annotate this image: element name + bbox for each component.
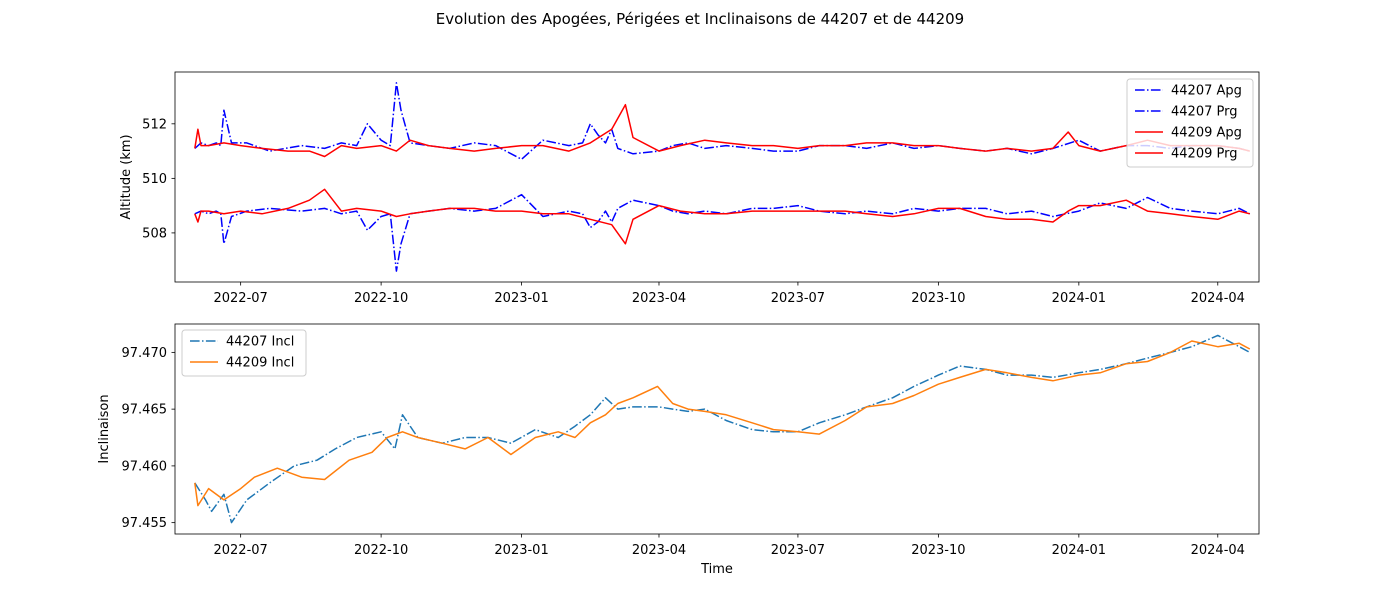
y-tick-label: 512 <box>142 117 167 132</box>
series-line-44209-incl <box>194 340 1251 507</box>
figure-title: Evolution des Apogées, Périgées et Incli… <box>436 10 964 28</box>
legend: 44207 Apg 44207 Prg 44209 Apg 44209 Prg <box>1126 78 1254 168</box>
y-axis-label: Inclinaison <box>97 394 112 463</box>
y-tick-label: 97.460 <box>122 459 168 474</box>
x-tick-label: 2023-01 <box>494 543 548 558</box>
y-axis-label: Altitude (km) <box>119 134 134 219</box>
x-tick-label: 2024-01 <box>1052 543 1106 558</box>
x-tick-label: 2023-07 <box>771 291 825 306</box>
series-line-44207-prg <box>194 193 1251 272</box>
legend: 44207 Incl 44209 Incl <box>181 329 307 377</box>
x-tick-label: 2024-04 <box>1191 543 1245 558</box>
x-tick-label: 2022-10 <box>354 543 408 558</box>
legend-label: 44209 Incl <box>226 356 294 371</box>
altitude-subplot: 2022-07 2022-10 2023-01 2023-04 2023-07 2023-… <box>119 71 1260 306</box>
series-line-44207-incl <box>194 334 1251 524</box>
legend-label: 44207 Incl <box>226 335 294 350</box>
legend-label: 44209 Apg <box>1171 126 1242 141</box>
x-tick-label: 2024-01 <box>1052 291 1106 306</box>
x-tick-label: 2024-04 <box>1191 291 1245 306</box>
y-tick-label: 508 <box>142 226 167 241</box>
legend-box <box>1126 78 1254 168</box>
y-tick-label: 97.470 <box>122 346 168 361</box>
x-tick-label: 2023-01 <box>494 291 548 306</box>
axes-frame <box>174 71 1260 283</box>
x-axis-label: Time <box>700 562 733 577</box>
inclination-subplot: 2022-07 2022-10 2023-01 2023-04 2023-07 2023-… <box>97 323 1260 577</box>
x-tick-label: 2022-10 <box>354 291 408 306</box>
legend-label: 44207 Prg <box>1171 105 1237 120</box>
legend-label: 44207 Apg <box>1171 84 1242 99</box>
x-tick-label: 2022-07 <box>213 291 267 306</box>
legend-label: 44209 Prg <box>1171 147 1237 162</box>
x-tick-label: 2023-07 <box>771 543 825 558</box>
y-tick-label: 97.465 <box>122 403 168 418</box>
series-line-44209-prg <box>194 188 1250 245</box>
axes-frame <box>174 323 1260 535</box>
x-tick-label: 2022-07 <box>213 543 267 558</box>
x-tick-label: 2023-10 <box>911 543 965 558</box>
series-line-44209-apg <box>194 103 1250 158</box>
x-tick-label: 2023-10 <box>911 291 965 306</box>
y-tick-label: 97.455 <box>122 516 168 531</box>
x-tick-label: 2023-04 <box>632 543 686 558</box>
x-tick-label: 2023-04 <box>632 291 686 306</box>
y-tick-label: 510 <box>142 172 167 187</box>
